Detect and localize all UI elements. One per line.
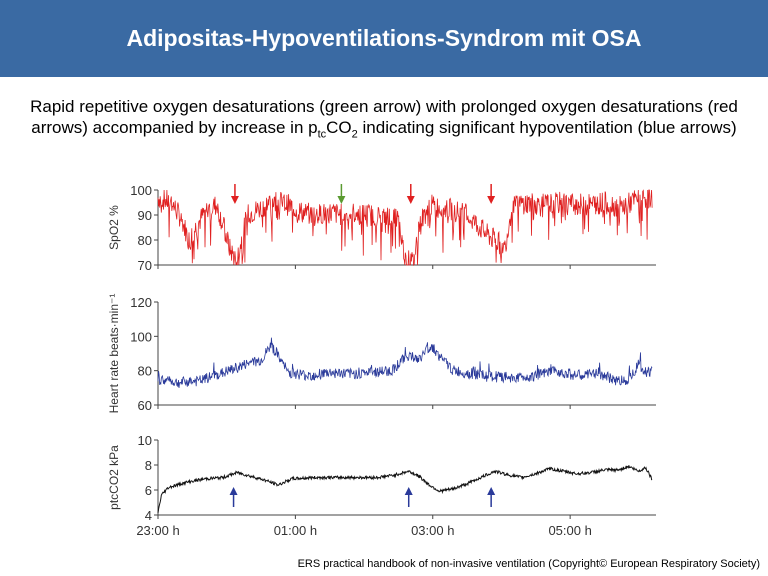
panel-hr: 60 80 100 120 Heart rate beats·min⁻¹	[107, 294, 656, 414]
ytick-label-ptcco2-10: 10	[138, 433, 152, 448]
series-line-spo2	[157, 189, 653, 267]
series-line-hr	[157, 337, 653, 389]
arrow-head-ptcco2-1	[404, 487, 413, 495]
arrow-head-spo2-2	[406, 196, 415, 204]
ytick-label-ptcco2-8: 8	[145, 458, 152, 473]
caption-part3: indicating significant hypoventilation (…	[357, 118, 737, 137]
arrow-head-spo2-1	[337, 196, 346, 204]
slide-title: Adipositas-Hypoventilations-Syndrom mit …	[126, 25, 642, 51]
ytick-label-spo2-100: 100	[130, 183, 152, 198]
arrow-head-ptcco2-0	[229, 487, 238, 495]
caption-part1: Rapid repetitive oxygen desaturations (g…	[30, 97, 738, 137]
figure-caption: Rapid repetitive oxygen desaturations (g…	[20, 96, 748, 145]
xtick-label-23: 23:00 h	[136, 523, 179, 538]
ylabel-ptcco2: ptcCO2 kPa	[107, 445, 121, 510]
series-line-ptcco2	[157, 465, 653, 514]
caption-part2: CO	[326, 118, 352, 137]
ytick-label-spo2-90: 90	[138, 208, 152, 223]
ytick-label-hr-100: 100	[130, 329, 152, 344]
ytick-label-ptcco2-4: 4	[145, 508, 152, 523]
ytick-label-spo2-70: 70	[138, 258, 152, 273]
caption-sub2: 2	[351, 128, 358, 141]
panel-spo2: 70 80 90 100 SpO2 %	[107, 183, 656, 273]
ylabel-spo2: SpO2 %	[107, 205, 121, 250]
arrow-head-spo2-0	[230, 196, 239, 204]
ytick-label-hr-60: 60	[138, 398, 152, 413]
panel-ptcco2: 4 6 8 10 ptcCO2 kPa	[107, 433, 656, 523]
ylabel-hr: Heart rate beats·min⁻¹	[107, 294, 121, 414]
arrow-head-ptcco2-2	[487, 487, 496, 495]
ytick-label-spo2-80: 80	[138, 233, 152, 248]
ytick-label-ptcco2-6: 6	[145, 483, 152, 498]
ytick-label-hr-120: 120	[130, 295, 152, 310]
ytick-label-hr-80: 80	[138, 364, 152, 379]
source-footer: ERS practical handbook of non-invasive v…	[297, 558, 760, 570]
slide-header: Adipositas-Hypoventilations-Syndrom mit …	[0, 0, 768, 77]
arrow-head-spo2-3	[487, 196, 496, 204]
xtick-label-29: 05:00 h	[548, 523, 591, 538]
xtick-label-25: 01:00 h	[274, 523, 317, 538]
caption-sub1: tc	[317, 128, 327, 141]
xtick-label-27: 03:00 h	[411, 523, 454, 538]
